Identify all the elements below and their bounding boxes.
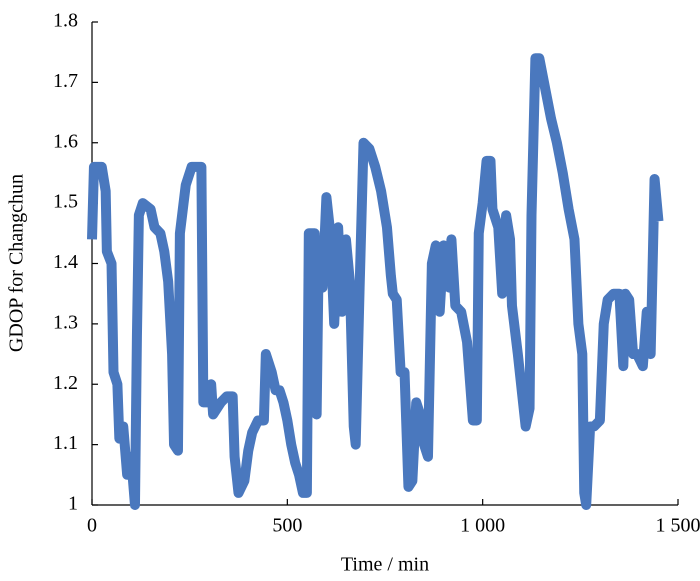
y-tick-label: 1.4 bbox=[53, 251, 78, 273]
y-tick-label: 1.7 bbox=[53, 70, 78, 92]
y-axis-label: GDOP for Changchun bbox=[6, 174, 28, 352]
x-tick-label: 0 bbox=[87, 515, 97, 537]
y-tick-label: 1 bbox=[68, 493, 78, 515]
y-tick-label: 1.2 bbox=[53, 372, 78, 394]
x-tick-label: 500 bbox=[272, 515, 302, 537]
y-tick-label: 1.8 bbox=[53, 10, 78, 32]
y-tick-label: 1.6 bbox=[53, 130, 78, 152]
data-line bbox=[87, 53, 664, 510]
x-tick-label: 1 000 bbox=[460, 515, 505, 537]
y-tick-label: 1.3 bbox=[53, 311, 78, 333]
x-tick-label: 1 500 bbox=[656, 515, 700, 537]
x-axis-label: Time / min bbox=[341, 554, 429, 576]
y-tick-label: 1.5 bbox=[53, 191, 78, 213]
y-tick-label: 1.1 bbox=[53, 432, 78, 454]
